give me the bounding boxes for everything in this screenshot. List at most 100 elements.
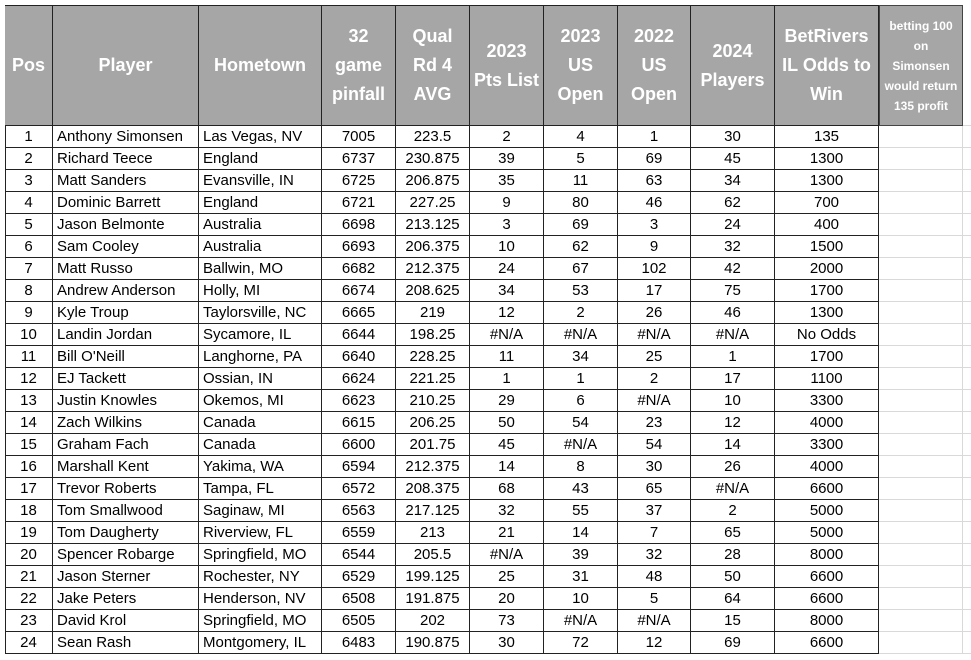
table-cell: #N/A [618, 390, 691, 412]
table-cell: Ossian, IN [199, 368, 322, 390]
table-cell: Jason Sterner [53, 566, 199, 588]
table-cell: 12 [618, 632, 691, 654]
table-cell: #N/A [691, 324, 775, 346]
column-header: 2022 US Open [618, 5, 691, 126]
table-cell: Bill O'Neill [53, 346, 199, 368]
table-cell: Springfield, MO [199, 544, 322, 566]
empty-cell [879, 280, 963, 302]
table-cell: 202 [396, 610, 470, 632]
table-cell: 6505 [322, 610, 396, 632]
empty-cell [879, 126, 963, 148]
empty-cell [963, 324, 971, 346]
table-cell: 6644 [322, 324, 396, 346]
empty-cell [879, 170, 963, 192]
table-cell: 1 [691, 346, 775, 368]
table-cell: 228.25 [396, 346, 470, 368]
table-cell: 39 [470, 148, 544, 170]
table-cell: Sam Cooley [53, 236, 199, 258]
table-cell: Canada [199, 412, 322, 434]
table-cell: 3 [618, 214, 691, 236]
table-cell: 6600 [775, 588, 879, 610]
table-cell: 68 [470, 478, 544, 500]
table-cell: 34 [691, 170, 775, 192]
table-cell: 10 [544, 588, 618, 610]
empty-cell [963, 544, 971, 566]
table-cell: 6483 [322, 632, 396, 654]
table-cell: Australia [199, 236, 322, 258]
table-cell: Taylorsville, NC [199, 302, 322, 324]
table-cell: 17 [691, 368, 775, 390]
empty-cell [963, 192, 971, 214]
table-cell: 6563 [322, 500, 396, 522]
table-cell: #N/A [618, 324, 691, 346]
table-cell: 6600 [775, 632, 879, 654]
table-cell: 11 [5, 346, 53, 368]
table-cell: 213.125 [396, 214, 470, 236]
table-cell: No Odds [775, 324, 879, 346]
table-cell: 6623 [322, 390, 396, 412]
table-cell: 205.5 [396, 544, 470, 566]
table-cell: 24 [5, 632, 53, 654]
column-header: 2023 Pts List [470, 5, 544, 126]
table-cell: 80 [544, 192, 618, 214]
table-cell: 2 [618, 368, 691, 390]
table-cell: #N/A [618, 610, 691, 632]
empty-cell [879, 236, 963, 258]
table-cell: Matt Sanders [53, 170, 199, 192]
table-cell: Canada [199, 434, 322, 456]
table-cell: 14 [5, 412, 53, 434]
table-cell: 53 [544, 280, 618, 302]
table-cell: 14 [691, 434, 775, 456]
table-cell: 1700 [775, 346, 879, 368]
table-cell: 1 [5, 126, 53, 148]
table-cell: 3 [470, 214, 544, 236]
table-cell: Tom Smallwood [53, 500, 199, 522]
table-cell: 9 [618, 236, 691, 258]
table-cell: 24 [470, 258, 544, 280]
table-cell: 64 [691, 588, 775, 610]
table-cell: 208.375 [396, 478, 470, 500]
empty-cell [879, 478, 963, 500]
table-cell: 6508 [322, 588, 396, 610]
column-header: 32 game pinfall [322, 5, 396, 126]
table-cell: 69 [691, 632, 775, 654]
table-cell: 15 [691, 610, 775, 632]
table-cell: Tom Daugherty [53, 522, 199, 544]
table-cell: Holly, MI [199, 280, 322, 302]
table-cell: 12 [470, 302, 544, 324]
table-cell: 62 [544, 236, 618, 258]
table-cell: 45 [691, 148, 775, 170]
table-cell: 72 [544, 632, 618, 654]
table-cell: 6600 [322, 434, 396, 456]
empty-cell [963, 566, 971, 588]
table-cell: Montgomery, IL [199, 632, 322, 654]
table-cell: #N/A [470, 324, 544, 346]
empty-cell [963, 412, 971, 434]
empty-cell [879, 148, 963, 170]
table-cell: 55 [544, 500, 618, 522]
table-cell: 21 [470, 522, 544, 544]
table-cell: 221.25 [396, 368, 470, 390]
table-cell: 35 [470, 170, 544, 192]
empty-cell [879, 588, 963, 610]
empty-cell [879, 324, 963, 346]
table-cell: 65 [691, 522, 775, 544]
table-cell: 3300 [775, 390, 879, 412]
table-cell: 69 [544, 214, 618, 236]
table-cell: EJ Tackett [53, 368, 199, 390]
table-cell: 5 [5, 214, 53, 236]
table-cell: 1 [544, 368, 618, 390]
table-cell: 6600 [775, 478, 879, 500]
table-cell: 213 [396, 522, 470, 544]
table-cell: 45 [470, 434, 544, 456]
table-cell: 7 [5, 258, 53, 280]
table-cell: 7005 [322, 126, 396, 148]
empty-cell [963, 5, 971, 126]
empty-cell [963, 214, 971, 236]
table-cell: 8 [5, 280, 53, 302]
column-header: BetRivers IL Odds to Win [775, 5, 879, 126]
table-cell: 16 [5, 456, 53, 478]
table-cell: 50 [691, 566, 775, 588]
table-cell: 2 [544, 302, 618, 324]
table-cell: 206.25 [396, 412, 470, 434]
